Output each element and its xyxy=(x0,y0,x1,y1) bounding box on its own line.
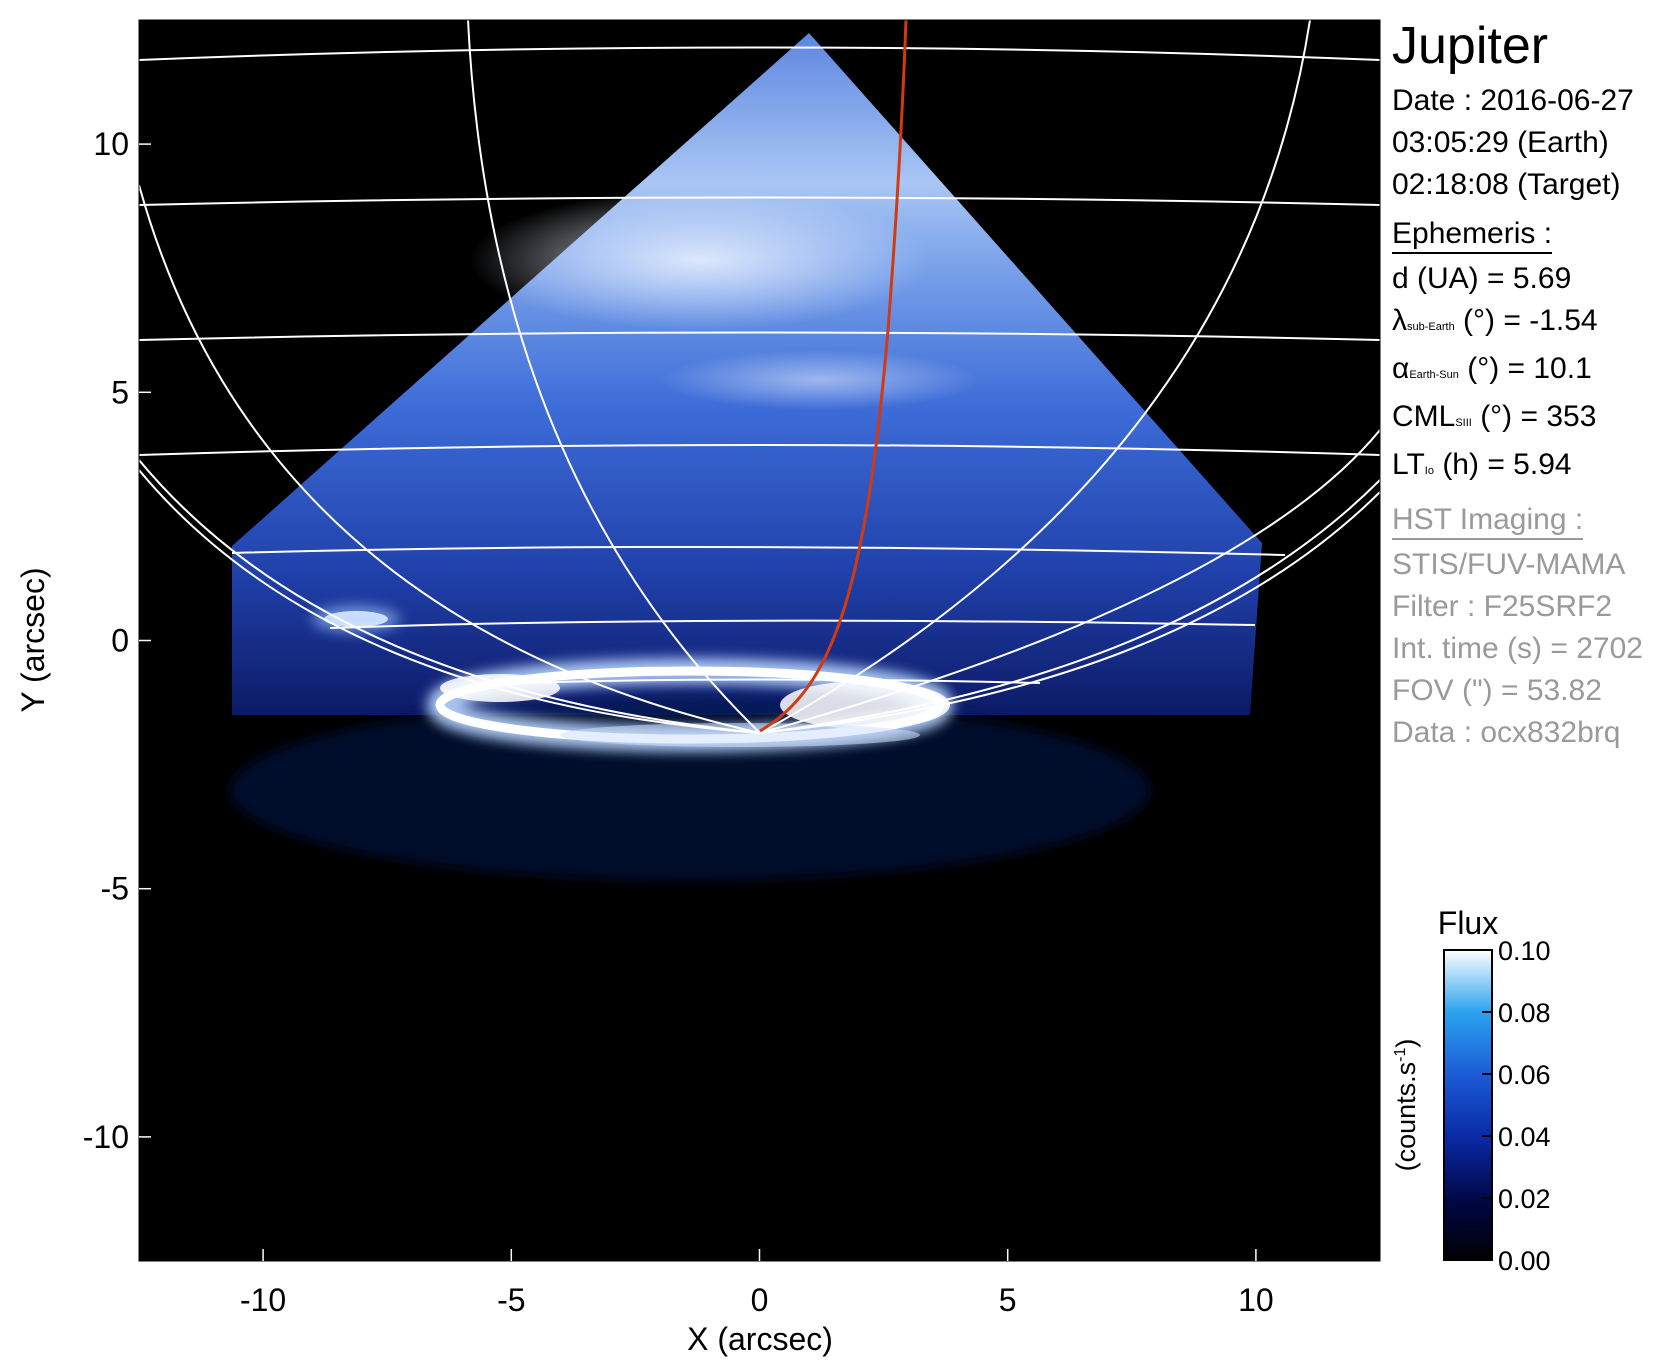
colorbar-ticks: 0.10 0.08 0.06 0.04 0.02 0.00 xyxy=(1482,936,1551,1276)
y-axis-label: Y (arcsec) xyxy=(15,567,51,712)
instrument-line: STIS/FUV-MAMA xyxy=(1392,548,1626,581)
sub-earth-latitude-line: λsub-Earth (°) = -1.54 xyxy=(1392,304,1598,337)
data-id-line: Data : ocx832brq xyxy=(1392,716,1621,749)
colorbar-tick-label: 0.10 xyxy=(1498,936,1551,966)
y-tick-label: 5 xyxy=(111,374,129,410)
x-tick-label: 5 xyxy=(999,1282,1017,1318)
earth-time-line: 03:05:29 (Earth) xyxy=(1392,126,1609,159)
y-tick-label: 0 xyxy=(111,623,129,659)
y-tick-label: 10 xyxy=(93,126,129,162)
phase-angle-line: αEarth-Sun (°) = 10.1 xyxy=(1392,352,1592,385)
fov-line: FOV (") = 53.82 xyxy=(1392,674,1602,707)
x-tick-label: 0 xyxy=(751,1282,769,1318)
colorbar-tick-label: 0.02 xyxy=(1498,1184,1551,1214)
target-name: Jupiter xyxy=(1392,17,1549,75)
cml-line: CMLSIII (°) = 353 xyxy=(1392,400,1597,433)
integration-time-line: Int. time (s) = 2702 xyxy=(1392,632,1643,665)
lower-glow xyxy=(230,700,1150,880)
y-tick-label: -10 xyxy=(83,1119,129,1155)
colorbar-tick-label: 0.00 xyxy=(1498,1246,1551,1276)
x-tick-label: -10 xyxy=(240,1282,286,1318)
colorbar-tick-label: 0.08 xyxy=(1498,998,1551,1028)
colorbar-tick-label: 0.06 xyxy=(1498,1060,1551,1090)
colorbar-unit: (counts.s-1) xyxy=(1391,1039,1421,1172)
distance-line: d (UA) = 5.69 xyxy=(1392,262,1572,295)
info-panel: Jupiter Date : 2016-06-27 03:05:29 (Eart… xyxy=(1392,14,1672,754)
ephemeris-header: Ephemeris : xyxy=(1392,216,1553,254)
colorbar-title: Flux xyxy=(1438,905,1498,941)
bright-haze xyxy=(660,350,980,410)
target-time-line: 02:18:08 (Target) xyxy=(1392,168,1621,201)
y-axis: 10 5 0 -5 -10 xyxy=(83,126,151,1155)
x-axis-label: X (arcsec) xyxy=(687,1321,833,1357)
x-tick-label: -5 xyxy=(497,1282,525,1318)
colorbar-tick-label: 0.04 xyxy=(1498,1122,1551,1152)
planetographic-grid xyxy=(139,20,1380,735)
y-tick-label: -5 xyxy=(101,871,129,907)
io-footprint-track xyxy=(759,20,908,733)
io-local-time-line: LTIo (h) = 5.94 xyxy=(1392,448,1572,481)
hst-imaging-header: HST Imaging : xyxy=(1392,502,1584,540)
x-axis: -10 -5 0 5 10 xyxy=(240,1249,1274,1318)
x-tick-label: 10 xyxy=(1238,1282,1274,1318)
filter-line: Filter : F25SRF2 xyxy=(1392,590,1613,623)
date-line: Date : 2016-06-27 xyxy=(1392,84,1634,117)
colorbar-gradient xyxy=(1443,949,1493,1261)
bright-haze xyxy=(470,190,930,330)
